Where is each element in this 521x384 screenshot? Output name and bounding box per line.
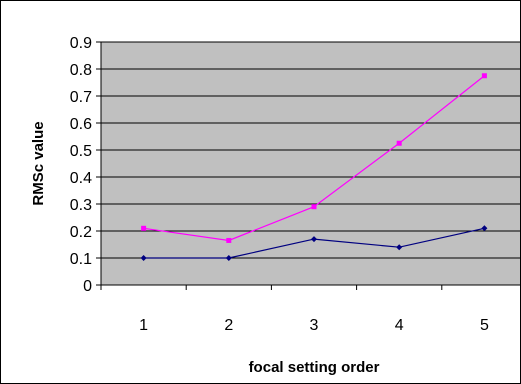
data-point <box>225 255 232 261</box>
y-tick-label: 0.6 <box>70 116 92 133</box>
x-tick-label: 3 <box>310 317 319 334</box>
y-tick-label: 0 <box>83 278 92 295</box>
x-tick-label: 5 <box>480 317 489 334</box>
data-point <box>396 244 403 251</box>
x-tick-label: 2 <box>224 317 233 334</box>
data-point <box>226 237 232 243</box>
x-axis-title: focal setting order <box>249 359 380 376</box>
y-tick-label: 0.8 <box>70 62 92 79</box>
y-tick-label: 0.3 <box>70 197 92 214</box>
y-tick-label: 0.2 <box>70 224 92 241</box>
y-tick-label: 0.5 <box>70 143 92 160</box>
data-point <box>396 140 402 146</box>
y-tick-label: 0.9 <box>70 35 92 52</box>
x-tick-label: 1 <box>139 317 148 334</box>
y-axis-title: RMSc value <box>30 121 47 205</box>
y-tick-labels: 0 0.1 0.2 0.3 0.4 0.5 0.6 0.7 0.8 0.9 <box>70 35 92 295</box>
axes <box>100 42 520 290</box>
x-tick-labels: 1 2 3 4 5 <box>139 317 489 334</box>
data-point <box>140 255 147 261</box>
x-tick-label: 4 <box>395 317 404 334</box>
plot-area <box>101 42 520 285</box>
data-point <box>481 225 488 232</box>
series-group <box>140 73 488 261</box>
y-tick-label: 0.1 <box>70 251 92 268</box>
data-point <box>311 204 317 210</box>
y-tick-label: 0.7 <box>70 89 92 106</box>
y-tick-label: 0.4 <box>70 170 92 187</box>
data-point <box>311 236 317 243</box>
data-point <box>141 225 147 231</box>
data-point <box>481 73 487 79</box>
